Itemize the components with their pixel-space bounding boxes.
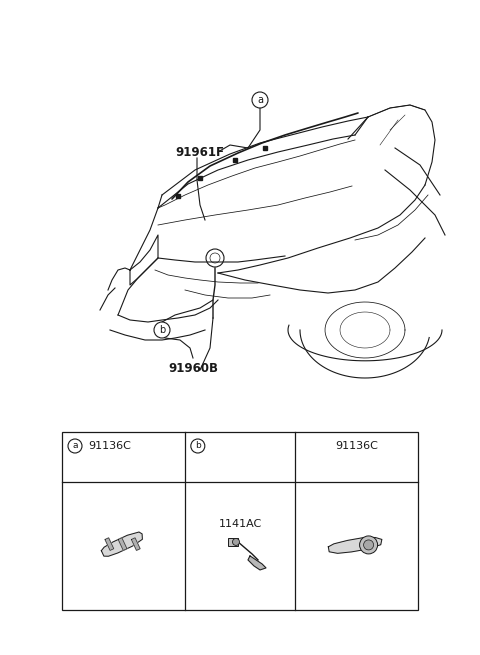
- Circle shape: [252, 92, 268, 108]
- Text: a: a: [72, 441, 78, 451]
- Circle shape: [154, 322, 170, 338]
- Bar: [228, 538, 238, 546]
- Bar: [62, 432, 418, 610]
- Text: 91136C: 91136C: [335, 441, 378, 451]
- Text: 1141AC: 1141AC: [218, 519, 262, 529]
- Text: 91961F: 91961F: [175, 145, 224, 159]
- Text: a: a: [257, 95, 263, 105]
- Polygon shape: [132, 538, 140, 550]
- Circle shape: [363, 540, 373, 550]
- Polygon shape: [105, 538, 114, 550]
- Text: 91960B: 91960B: [168, 362, 218, 375]
- Circle shape: [68, 439, 82, 453]
- Circle shape: [360, 536, 378, 554]
- Polygon shape: [101, 532, 143, 556]
- Text: b: b: [195, 441, 201, 451]
- Text: b: b: [159, 325, 165, 335]
- Text: 91136C: 91136C: [88, 441, 131, 451]
- Polygon shape: [328, 538, 382, 553]
- Circle shape: [191, 439, 205, 453]
- Circle shape: [232, 538, 240, 546]
- Polygon shape: [248, 556, 266, 570]
- Polygon shape: [118, 538, 127, 550]
